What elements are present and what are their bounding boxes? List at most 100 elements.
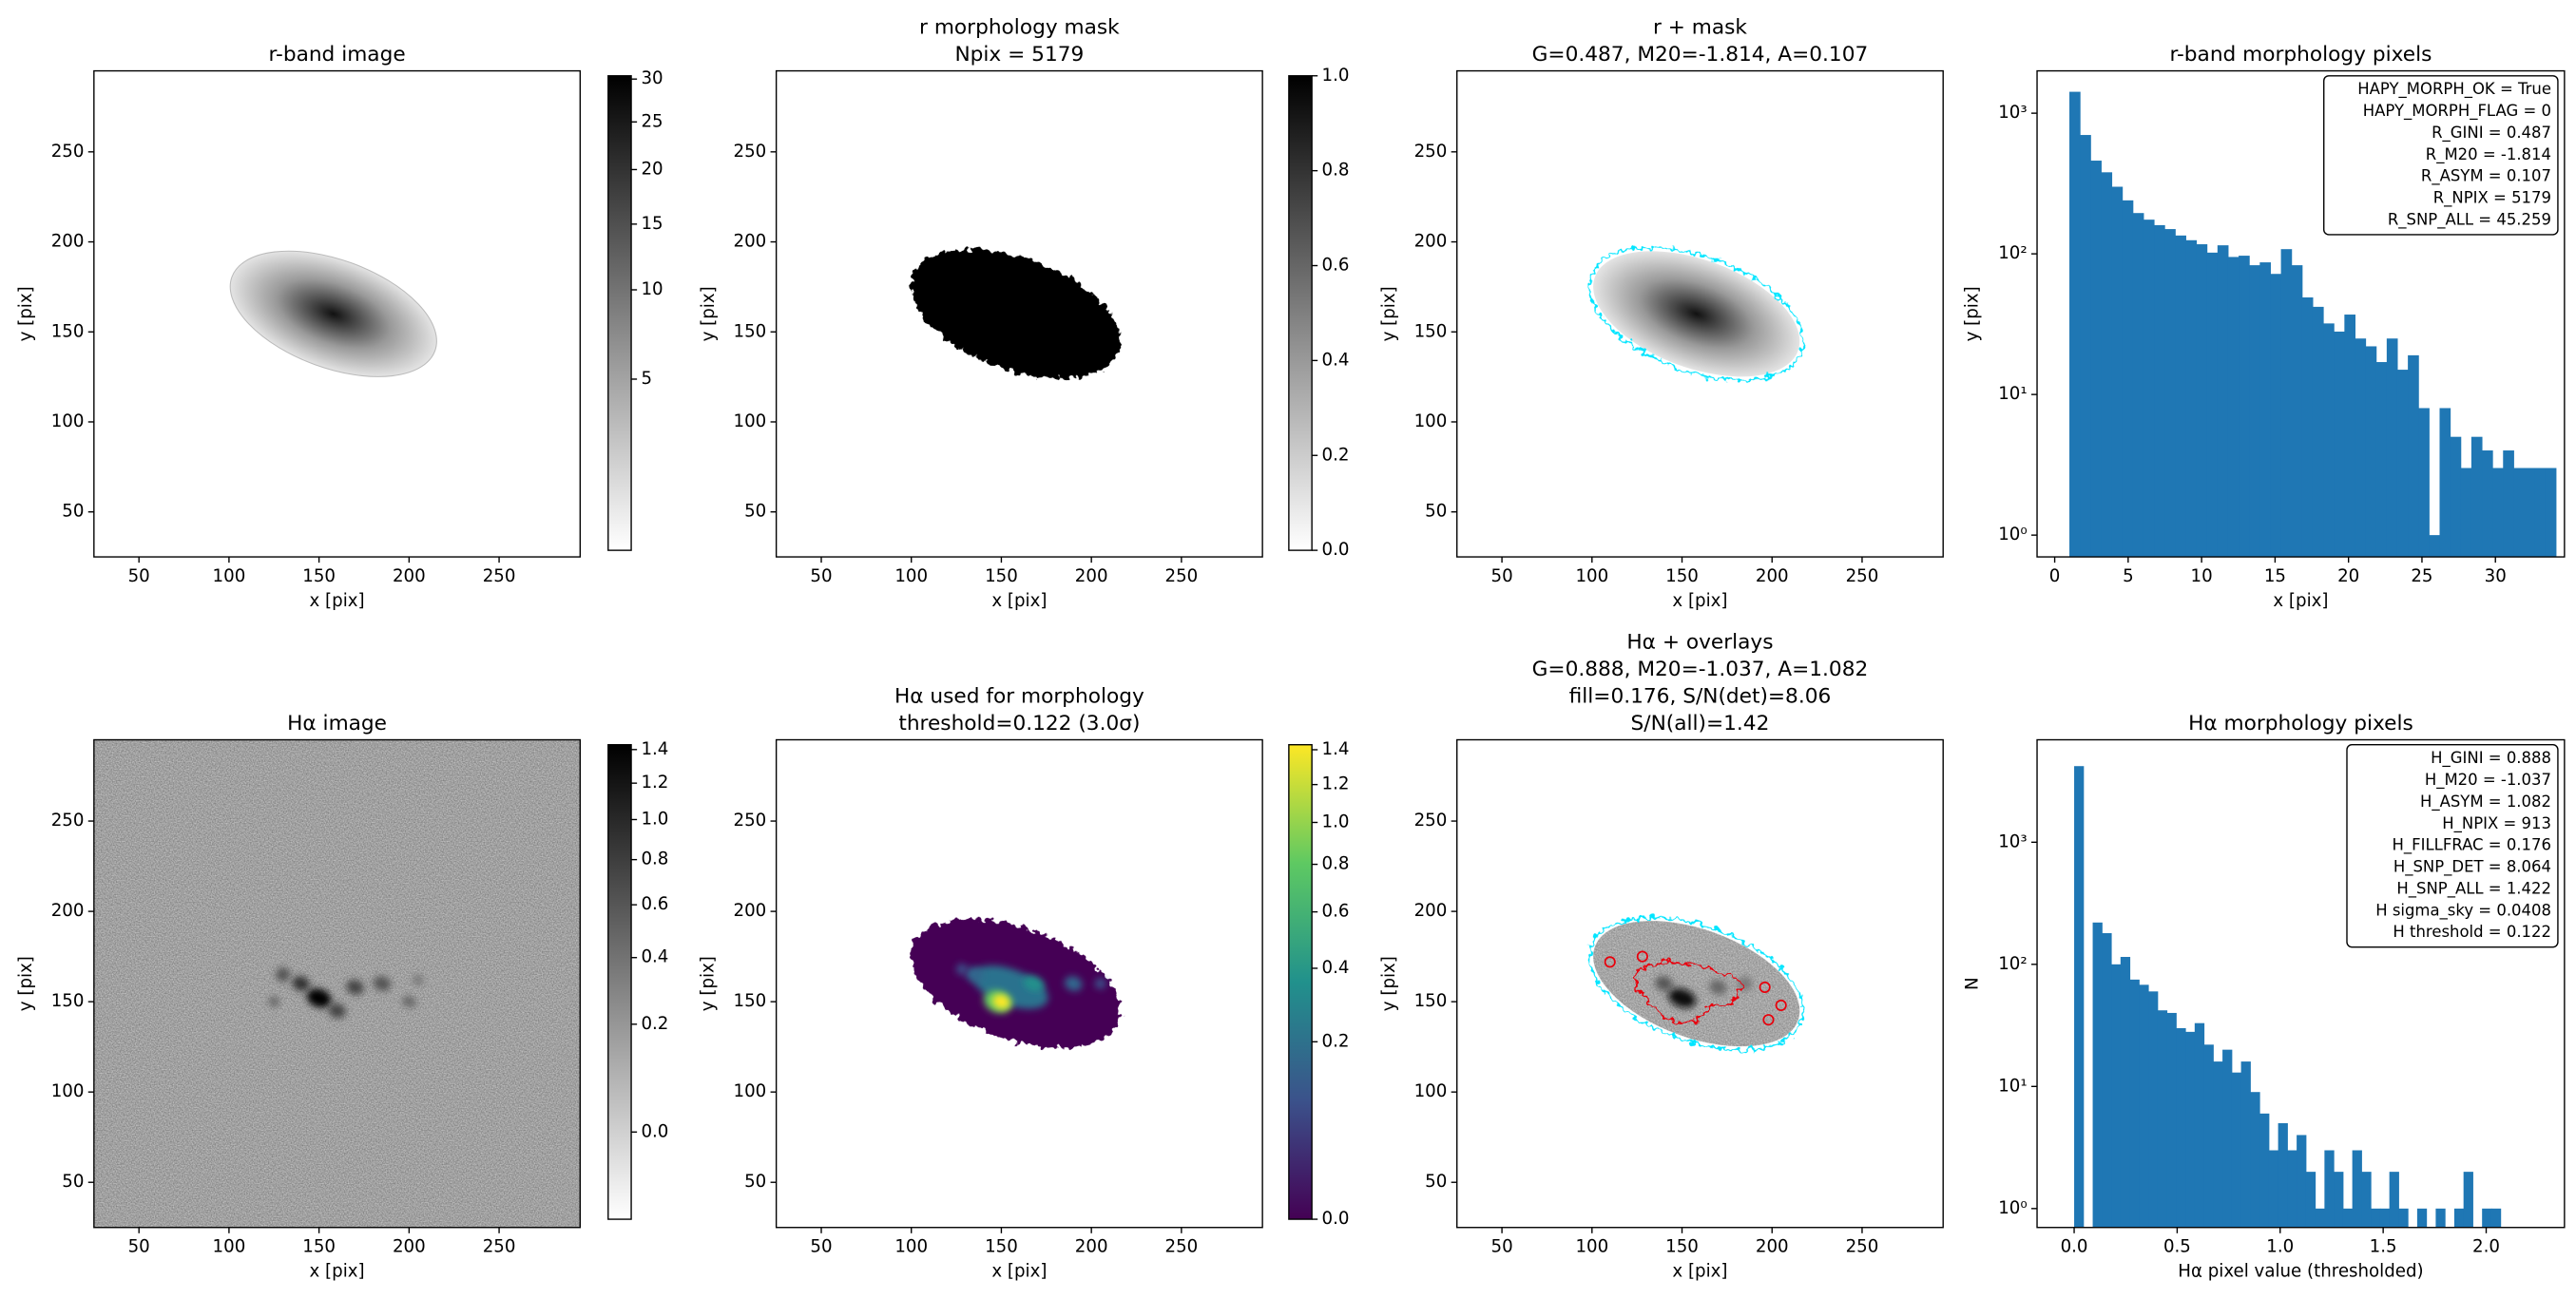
image-feature [276,967,291,983]
colorbar-tick-label: 25 [641,111,663,131]
histogram-bar [2312,306,2324,558]
image-feature [1709,980,1727,995]
y-tick-label: 150 [51,321,85,341]
histogram-bar [2297,1135,2307,1228]
panel-title: Hα image [287,712,387,735]
y-tick-label: 200 [51,901,85,921]
x-tick-label: 100 [894,1237,928,1257]
annotation: R_SNP_ALL = 45.259 [2388,211,2551,230]
image-feature [268,996,279,1007]
panel: 50 100 150 200 250 50 100 150 200 250 x [pix] y [pi… [16,43,663,611]
colorbar-tick-label: 1.4 [641,739,668,759]
y-axis-label: y [pix] [1379,956,1399,1011]
histogram-bar [2111,186,2124,558]
annotation: H_GINI = 0.888 [2431,749,2551,768]
y-tick-label: 10³ [1998,103,2027,123]
x-tick-label: 0.0 [2061,1237,2088,1257]
histogram-bar [2460,468,2472,558]
colorbar-tick-label: 0.6 [641,894,668,914]
histogram-bar [2379,1208,2391,1228]
panel-title: Hα morphology pixels [2188,712,2413,735]
x-tick-label: 50 [128,566,150,586]
colorbar-tick-label: 1.0 [641,809,668,829]
x-tick-label: 10 [2191,566,2213,586]
axes-frame [93,69,582,558]
colorbar-tick-label: 0.8 [641,850,668,869]
y-tick-label: 100 [734,411,767,431]
histogram-bar [2176,1028,2186,1228]
annotation: R_NPIX = 5179 [2433,189,2551,208]
y-tick-label: 100 [734,1081,767,1101]
colorbar [607,744,632,1220]
histogram-bar [2132,213,2144,558]
x-axis-label: Hα pixel value (thresholded) [2178,1262,2423,1282]
histogram-bar [2102,933,2112,1228]
y-tick-label: 10⁰ [1998,1198,2027,1218]
histogram-bar [2301,296,2314,558]
x-tick-label: 100 [213,1237,246,1257]
histogram-bar [2092,922,2103,1228]
y-tick-label: 10² [1998,243,2027,263]
panel-title: Hα used for morphology [894,685,1144,709]
histogram-bar [2365,346,2377,558]
annotation: R_GINI = 0.487 [2432,124,2551,143]
histogram-bar [2227,257,2240,558]
annotation: H_SNP_DET = 8.064 [2393,858,2551,877]
panel: 50 100 150 200 250 50 100 150 200 250 x [pix] y [pi… [699,685,1350,1282]
panel-title: threshold=0.122 (3.0σ) [898,712,1140,735]
x-axis-label: x [pix] [991,1262,1047,1282]
annotation: H threshold = 0.122 [2393,923,2551,941]
histogram-bar [2375,362,2388,558]
panel-title: r morphology mask [919,16,1120,40]
image-feature [1588,246,1804,381]
panel-title: S/N(all)=1.42 [1631,712,1770,735]
image-feature [346,980,364,995]
x-tick-label: 100 [213,566,246,586]
histogram-bar [2164,229,2176,558]
histogram-bar [2185,1031,2196,1228]
x-tick-label: 250 [483,566,516,586]
histogram-bar [2450,436,2462,558]
colorbar-tick-label: 30 [641,68,663,88]
image-feature [1593,251,1800,377]
y-tick-label: 10¹ [1998,1076,2027,1096]
y-axis-label: y [pix] [1379,286,1399,341]
annotation: H_SNP_ALL = 1.422 [2396,879,2551,898]
colorbar-tick-label: 10 [641,279,663,299]
panel-title: fill=0.176, S/N(det)=8.06 [1569,685,1832,709]
contour [1636,950,1648,963]
x-tick-label: 200 [1756,566,1789,586]
colorbar [607,75,632,551]
annotation: R_M20 = -1.814 [2426,145,2551,164]
axes-frame [775,69,1263,558]
panel-title: G=0.487, M20=-1.814, A=0.107 [1532,43,1869,67]
histogram-bar [2069,91,2081,558]
colorbar-tick-label: 0.6 [1322,902,1350,922]
y-tick-label: 150 [734,991,767,1011]
histogram-bar [2342,1208,2354,1228]
y-tick-label: 50 [1425,1172,1447,1192]
contour [1775,999,1787,1012]
image-feature [1023,976,1045,992]
colorbar-tick-label: 0.0 [1322,1209,1350,1229]
colorbar-tick-label: 0.2 [641,1014,668,1034]
annotation: H_ASYM = 1.082 [2420,793,2551,812]
plot-area [1456,739,1944,1228]
image-noise [93,739,581,1228]
y-tick-label: 200 [1414,232,1448,252]
annotation: HAPY_MORPH_FLAG = 0 [2363,102,2551,121]
histogram-bar [2344,315,2355,558]
y-axis-label: y [pix] [699,286,719,341]
histogram-bar [2249,265,2260,558]
image-feature [992,994,1010,1009]
image-feature [1667,988,1697,1008]
histogram-bar [2398,1208,2409,1228]
contour [1759,981,1771,993]
histogram-bar [2259,262,2271,558]
x-tick-label: 0 [2049,566,2061,586]
y-tick-label: 100 [51,1081,85,1101]
image-feature [956,964,968,975]
image-feature [292,976,310,991]
colorbar-tick-label: 15 [641,214,663,234]
